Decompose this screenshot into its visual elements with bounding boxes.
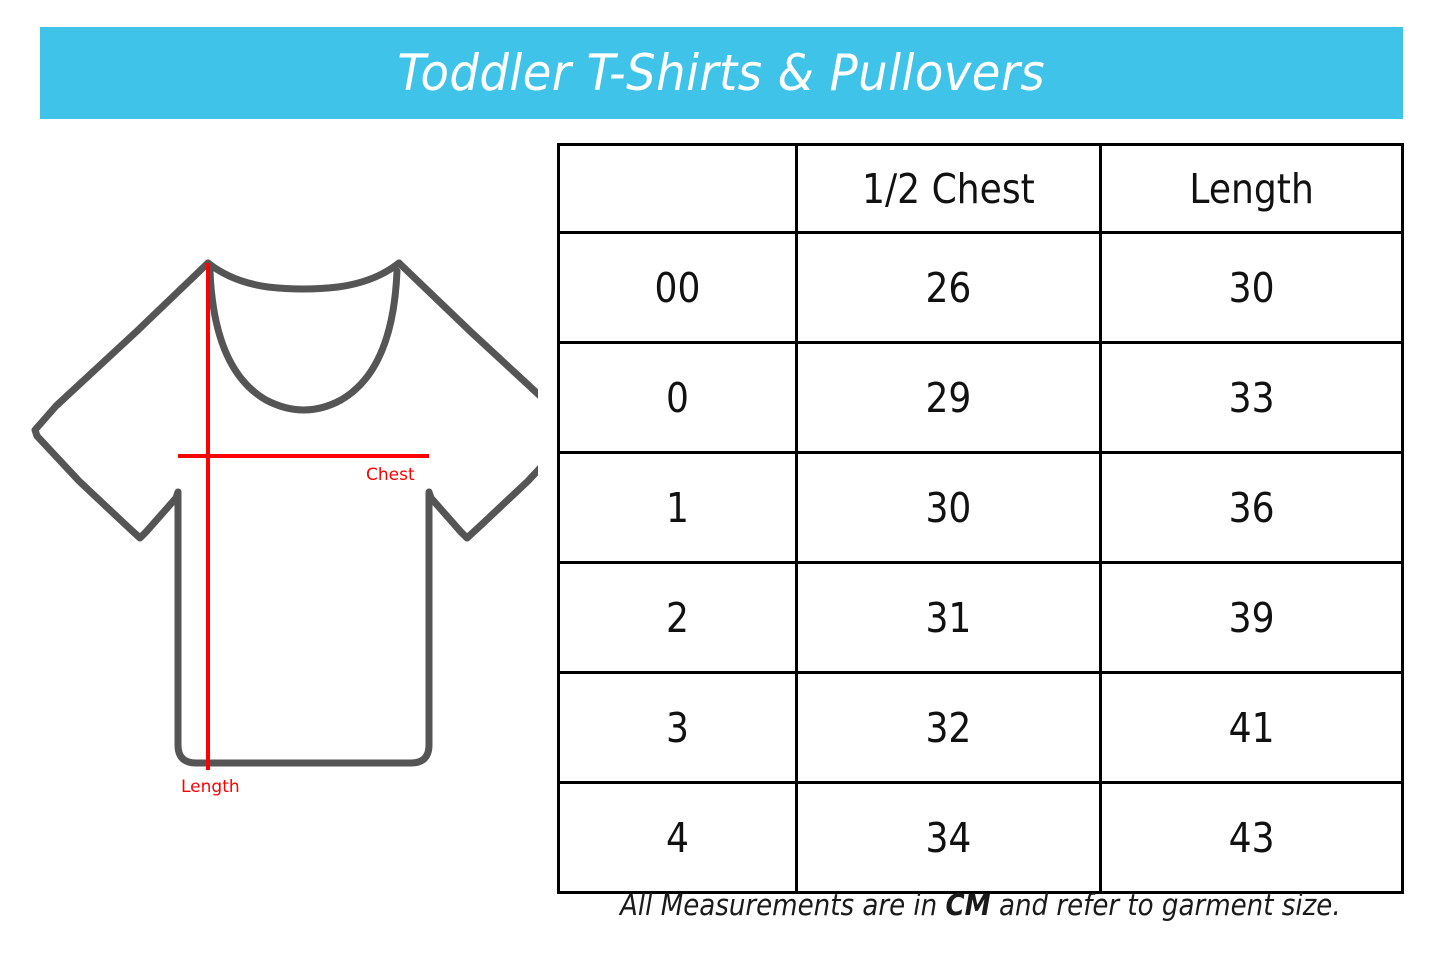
table-header-row: 1/2 Chest Length [557, 143, 1405, 234]
table-row: 4 34 43 [557, 781, 1405, 894]
tshirt-diagram: Chest Length [18, 240, 538, 810]
note-unit: CM [945, 888, 991, 922]
size-chart-table-container: 1/2 Chest Length 00 26 30 0 29 33 1 30 [557, 143, 1405, 894]
table-row: 00 26 30 [557, 231, 1405, 344]
table-row: 0 29 33 [557, 341, 1405, 454]
column-header-half-chest: 1/2 Chest [795, 143, 1102, 234]
cell-size: 00 [557, 231, 798, 344]
cell-length: 30 [1098, 231, 1405, 344]
note-suffix: and refer to garment size. [990, 888, 1341, 922]
cell-length: 41 [1098, 671, 1405, 784]
cell-size: 1 [557, 451, 798, 564]
table-row: 2 31 39 [557, 561, 1405, 674]
cell-half-chest: 26 [795, 231, 1102, 344]
cell-size: 4 [557, 781, 798, 894]
column-header-length: Length [1098, 143, 1405, 234]
cell-size: 2 [557, 561, 798, 674]
chest-label: Chest [366, 465, 415, 485]
cell-length: 43 [1098, 781, 1405, 894]
size-chart-table: 1/2 Chest Length 00 26 30 0 29 33 1 30 [557, 143, 1405, 894]
cell-size: 0 [557, 341, 798, 454]
cell-half-chest: 31 [795, 561, 1102, 674]
cell-half-chest: 30 [795, 451, 1102, 564]
cell-length: 33 [1098, 341, 1405, 454]
cell-half-chest: 29 [795, 341, 1102, 454]
measurement-lines [178, 263, 429, 770]
title-banner: Toddler T-Shirts & Pullovers [40, 27, 1403, 119]
cell-size: 3 [557, 671, 798, 784]
table-row: 3 32 41 [557, 671, 1405, 784]
cell-length: 36 [1098, 451, 1405, 564]
note-prefix: All Measurements are in [620, 888, 946, 922]
cell-half-chest: 34 [795, 781, 1102, 894]
tshirt-outline-icon [31, 259, 538, 767]
page-title: Toddler T-Shirts & Pullovers [397, 44, 1046, 102]
cell-half-chest: 32 [795, 671, 1102, 784]
length-label: Length [181, 777, 240, 797]
measurement-note: All Measurements are in CM and refer to … [557, 888, 1404, 922]
cell-length: 39 [1098, 561, 1405, 674]
column-header-size [557, 143, 798, 234]
table-row: 1 30 36 [557, 451, 1405, 564]
